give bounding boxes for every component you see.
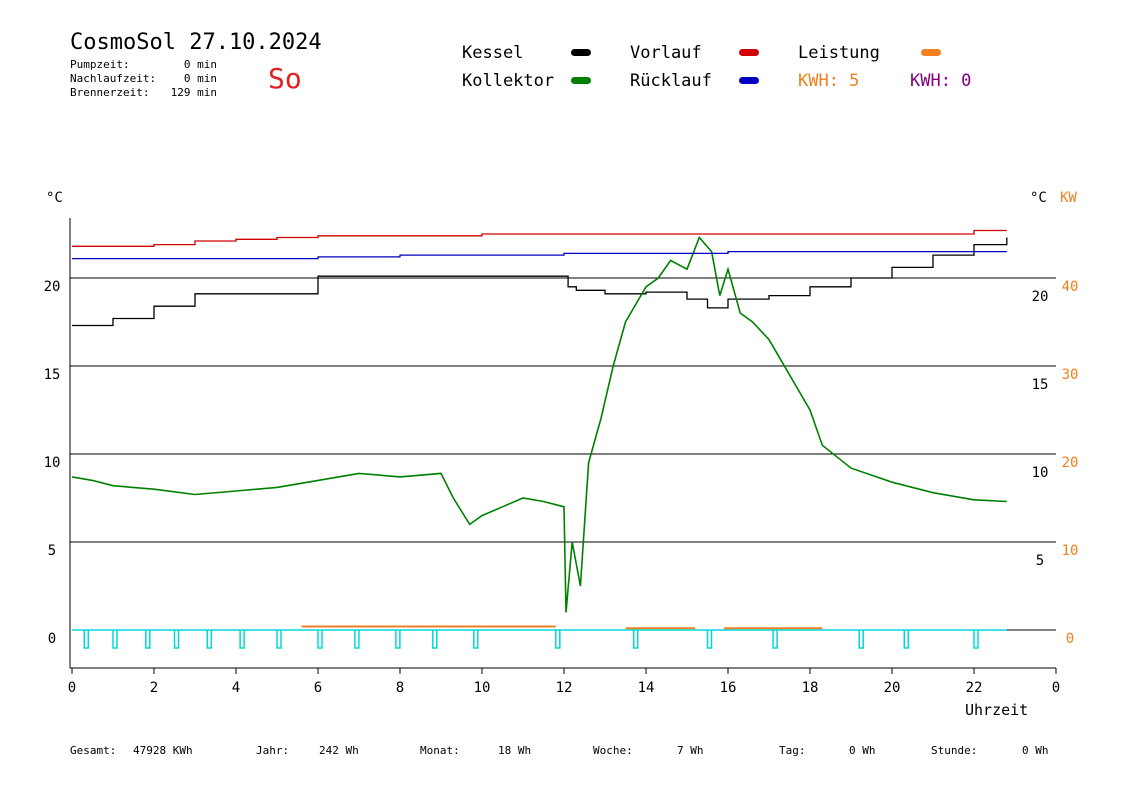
pump-pulse bbox=[772, 630, 778, 649]
pump-pulse bbox=[276, 630, 282, 649]
y-left-tick-label: 20 bbox=[44, 279, 61, 295]
nachlauf-time-label: Nachlaufzeit: bbox=[70, 72, 157, 85]
woche-label: Woche: bbox=[593, 744, 633, 757]
legend-kessel: Kessel bbox=[462, 43, 524, 63]
x-tick-label: 22 bbox=[966, 680, 983, 696]
monat-label: Monat: bbox=[420, 744, 460, 757]
pump-pulse bbox=[83, 630, 90, 649]
x-tick-label: 20 bbox=[884, 680, 901, 696]
weekday-label: So bbox=[268, 62, 302, 95]
y-right2-tick-label: 0 bbox=[1066, 631, 1074, 647]
legend-leistung: Leistung bbox=[798, 43, 880, 63]
x-tick-label: 14 bbox=[638, 680, 655, 696]
gesamt-label: Gesamt: bbox=[70, 744, 117, 757]
y-left-tick-label: 5 bbox=[48, 543, 56, 559]
tag-value: 0 Wh bbox=[849, 744, 876, 757]
monat-value: 18 Wh bbox=[498, 744, 532, 757]
legend-vorlauf: Vorlauf bbox=[630, 43, 702, 63]
x-tick-label: 0 bbox=[68, 680, 76, 696]
stunde-label: Stunde: bbox=[931, 744, 978, 757]
woche-value: 7 Wh bbox=[677, 744, 704, 757]
pump-pulse bbox=[112, 630, 118, 649]
pump-pulse bbox=[706, 630, 713, 649]
y-right-tick-label: 15 bbox=[1032, 377, 1049, 393]
y-left-tick-label: 15 bbox=[44, 367, 61, 383]
y-right2-tick-label: 10 bbox=[1062, 543, 1079, 559]
y-left-tick-label: 0 bbox=[48, 631, 56, 647]
series-vorlauf bbox=[72, 229, 1007, 247]
pump-pulse bbox=[432, 630, 438, 649]
x-axis-label: Uhrzeit bbox=[965, 701, 1029, 719]
stunde-value: 0 Wh bbox=[1022, 744, 1049, 757]
y-right2-tick-label: 40 bbox=[1062, 279, 1079, 295]
pump-pulse bbox=[973, 630, 979, 649]
pump-pulse bbox=[173, 630, 180, 649]
legend-leistung-swatch bbox=[921, 49, 941, 56]
nachlauf-time-value: 0 min bbox=[183, 72, 217, 85]
series-kollektor bbox=[71, 235, 1007, 613]
pump-pulse bbox=[858, 630, 864, 649]
pump-pulse bbox=[354, 630, 360, 649]
legend-kessel-swatch bbox=[571, 49, 591, 56]
y-right2-unit: KW bbox=[1060, 190, 1077, 206]
pump-time-value: 0 min bbox=[183, 58, 217, 71]
x-tick-label: 12 bbox=[556, 680, 573, 696]
jahr-value: 242 Wh bbox=[319, 744, 359, 757]
legend-kwh-1: KWH: 5 bbox=[798, 71, 860, 91]
y-right-tick-label: 10 bbox=[1032, 465, 1049, 481]
tag-label: Tag: bbox=[779, 744, 806, 757]
pump-pulse bbox=[317, 630, 323, 649]
y-left-unit: °C bbox=[46, 190, 63, 206]
series-kessel bbox=[72, 237, 1008, 327]
x-tick-label: 4 bbox=[232, 680, 240, 696]
gesamt-value: 47928 KWh bbox=[133, 744, 193, 757]
y-right2-tick-label: 20 bbox=[1062, 455, 1079, 471]
pump-pulse bbox=[555, 630, 561, 649]
x-tick-label: 8 bbox=[396, 680, 404, 696]
series-ruecklauf bbox=[72, 250, 1007, 260]
legend-vorlauf-swatch bbox=[739, 49, 759, 56]
x-tick-label: 6 bbox=[314, 680, 322, 696]
pump-pulse bbox=[632, 630, 639, 649]
x-tick-label: 18 bbox=[802, 680, 819, 696]
page-title: CosmoSol 27.10.2024 bbox=[70, 30, 322, 55]
legend-ruecklauf: Rücklauf bbox=[630, 71, 712, 91]
y-right2-tick-label: 30 bbox=[1062, 367, 1079, 383]
legend-kollektor-swatch bbox=[571, 77, 591, 84]
pump-pulse bbox=[473, 630, 479, 649]
x-tick-label: 0 bbox=[1052, 680, 1060, 696]
legend-kwh-2: KWH: 0 bbox=[910, 71, 972, 91]
y-left-tick-label: 10 bbox=[44, 455, 61, 471]
x-tick-label: 16 bbox=[720, 680, 737, 696]
pump-pulse bbox=[903, 630, 910, 649]
pump-time-label: Pumpzeit: bbox=[70, 58, 130, 71]
brenner-time-value: 129 min bbox=[170, 86, 217, 99]
brenner-time-label: Brennerzeit: bbox=[70, 86, 150, 99]
legend-ruecklauf-swatch bbox=[739, 77, 759, 84]
pump-pulse bbox=[395, 630, 401, 649]
x-tick-label: 10 bbox=[474, 680, 491, 696]
legend-kollektor: Kollektor bbox=[462, 71, 555, 91]
pump-pulse bbox=[239, 630, 245, 649]
pump-pulse bbox=[145, 630, 151, 649]
x-tick-label: 2 bbox=[150, 680, 158, 696]
y-right-unit: °C bbox=[1030, 190, 1047, 206]
y-right-tick-label: 5 bbox=[1036, 553, 1044, 569]
y-right-tick-label: 20 bbox=[1032, 289, 1049, 305]
pump-pulse bbox=[206, 630, 213, 649]
jahr-label: Jahr: bbox=[256, 744, 290, 757]
